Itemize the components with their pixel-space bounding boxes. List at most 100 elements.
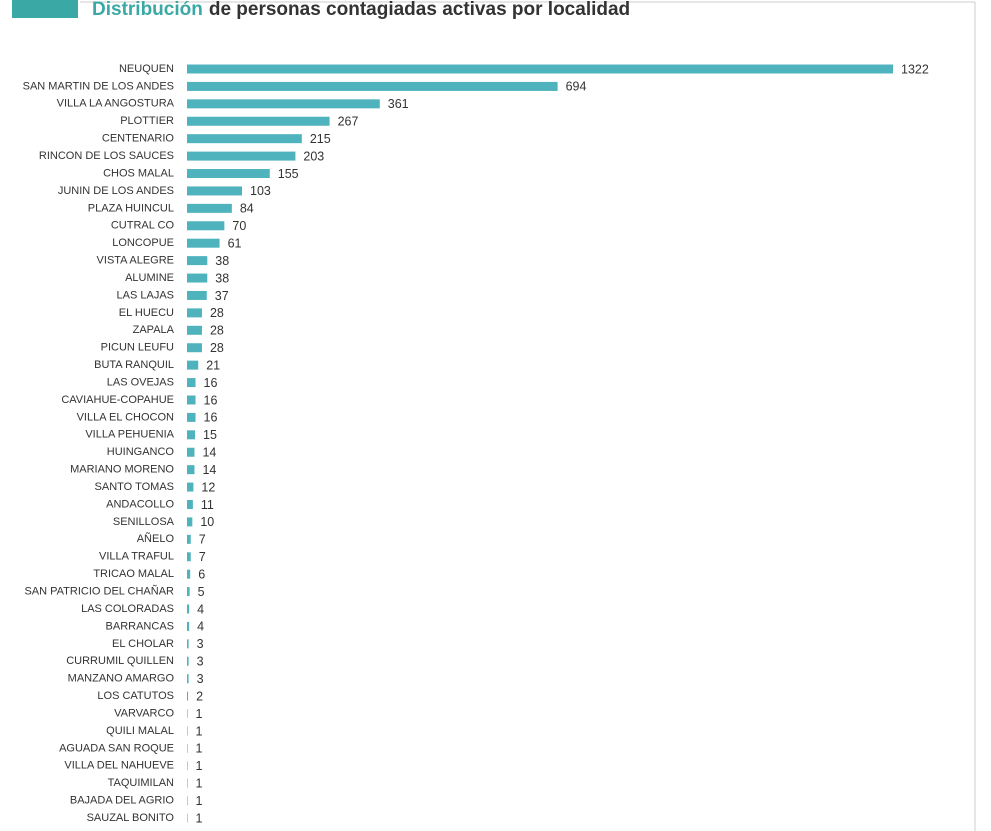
- value-label: 155: [278, 167, 299, 181]
- category-label: JUNIN DE LOS ANDES: [58, 185, 174, 197]
- bar: [187, 308, 202, 318]
- value-label: 61: [228, 236, 242, 250]
- category-label: EL CHOLAR: [112, 638, 174, 650]
- category-label: VILLA PEHUENIA: [85, 429, 174, 441]
- category-label: VILLA EL CHOCON: [77, 411, 174, 423]
- value-label: 203: [303, 149, 324, 163]
- value-label: 28: [210, 341, 224, 355]
- value-label: 1: [196, 742, 203, 756]
- category-label: LAS COLORADAS: [81, 603, 174, 615]
- bar: [187, 221, 225, 231]
- category-label: SAN MARTIN DE LOS ANDES: [23, 80, 174, 92]
- category-label: VILLA TRAFUL: [99, 551, 174, 563]
- value-label: 38: [215, 254, 229, 268]
- value-label: 1: [196, 777, 203, 791]
- category-label: CURRUMIL QUILLEN: [66, 655, 174, 667]
- category-label: CUTRAL CO: [111, 220, 175, 232]
- bar: [187, 534, 191, 544]
- value-label: 21: [206, 358, 220, 372]
- bar: [187, 726, 188, 736]
- bar: [187, 656, 189, 666]
- category-label: HUINGANCO: [107, 446, 175, 458]
- category-label: CENTENARIO: [102, 133, 175, 145]
- bar: [187, 465, 195, 475]
- bar: [187, 552, 191, 562]
- category-label: ANDACOLLO: [106, 498, 174, 510]
- category-label: MANZANO AMARGO: [68, 673, 175, 685]
- category-label: MARIANO MORENO: [70, 464, 174, 476]
- value-label: 103: [250, 184, 271, 198]
- value-label: 3: [197, 672, 204, 686]
- value-label: 215: [310, 132, 331, 146]
- bar: [187, 412, 196, 422]
- bar: [187, 796, 188, 806]
- bar: [187, 186, 243, 196]
- bar: [187, 674, 189, 684]
- bar: [187, 360, 199, 370]
- value-label: 267: [338, 115, 359, 129]
- value-label: 1322: [901, 62, 929, 76]
- category-label: RINCON DE LOS SAUCES: [39, 150, 174, 162]
- category-label: LAS LAJAS: [117, 289, 174, 301]
- bar: [187, 343, 202, 353]
- value-label: 7: [199, 550, 206, 564]
- value-label: 16: [204, 376, 218, 390]
- category-label: BAJADA DEL AGRIO: [70, 795, 175, 807]
- value-label: 694: [566, 80, 587, 94]
- bar: [187, 273, 208, 283]
- value-label: 361: [388, 97, 409, 111]
- value-label: 2: [196, 689, 203, 703]
- category-label: LONCOPUE: [112, 237, 174, 249]
- bar: [187, 604, 190, 614]
- bar: [187, 569, 191, 579]
- bar: [187, 447, 195, 457]
- value-label: 1: [196, 811, 203, 825]
- category-label: VILLA DEL NAHUEVE: [64, 760, 174, 772]
- value-label: 14: [202, 463, 216, 477]
- value-label: 1: [196, 759, 203, 773]
- bar: [187, 203, 232, 213]
- bar: [187, 116, 330, 126]
- category-label: VILLA LA ANGOSTURA: [57, 98, 175, 110]
- value-label: 7: [199, 533, 206, 547]
- category-label: EL HUECU: [119, 307, 174, 319]
- category-label: PICUN LEUFU: [101, 342, 174, 354]
- bar: [187, 778, 188, 788]
- value-label: 4: [197, 620, 204, 634]
- value-label: 4: [197, 602, 204, 616]
- category-label: AÑELO: [137, 532, 175, 545]
- value-label: 12: [201, 480, 215, 494]
- bar: [187, 500, 193, 509]
- value-label: 14: [202, 446, 216, 460]
- category-label: NEUQUEN: [119, 63, 174, 75]
- category-label: LOS CATUTOS: [97, 690, 174, 702]
- value-label: 10: [200, 515, 214, 529]
- header-block: [12, 0, 78, 18]
- category-label: SAN PATRICIO DEL CHAÑAR: [24, 585, 174, 598]
- bar: [187, 761, 188, 771]
- value-label: 6: [198, 567, 205, 581]
- bar: [187, 517, 193, 527]
- category-label: CHOS MALAL: [103, 167, 174, 179]
- category-label: VARVARCO: [114, 707, 174, 719]
- value-label: 28: [210, 324, 224, 338]
- bar: [187, 81, 558, 91]
- bar: [187, 169, 270, 179]
- value-label: 37: [215, 289, 229, 303]
- bar: [187, 256, 208, 266]
- bar: [187, 482, 194, 492]
- value-label: 3: [197, 655, 204, 669]
- bar: [187, 290, 207, 300]
- bar: [187, 64, 893, 74]
- bar: [187, 395, 196, 405]
- category-label: ALUMINE: [125, 272, 174, 284]
- bar: [187, 378, 196, 388]
- bar: [187, 691, 189, 701]
- bar: [187, 430, 196, 440]
- category-label: TRICAO MALAL: [93, 568, 174, 580]
- bar: [187, 587, 190, 597]
- bar: [187, 639, 189, 649]
- value-label: 38: [215, 271, 229, 285]
- value-label: 5: [198, 585, 205, 599]
